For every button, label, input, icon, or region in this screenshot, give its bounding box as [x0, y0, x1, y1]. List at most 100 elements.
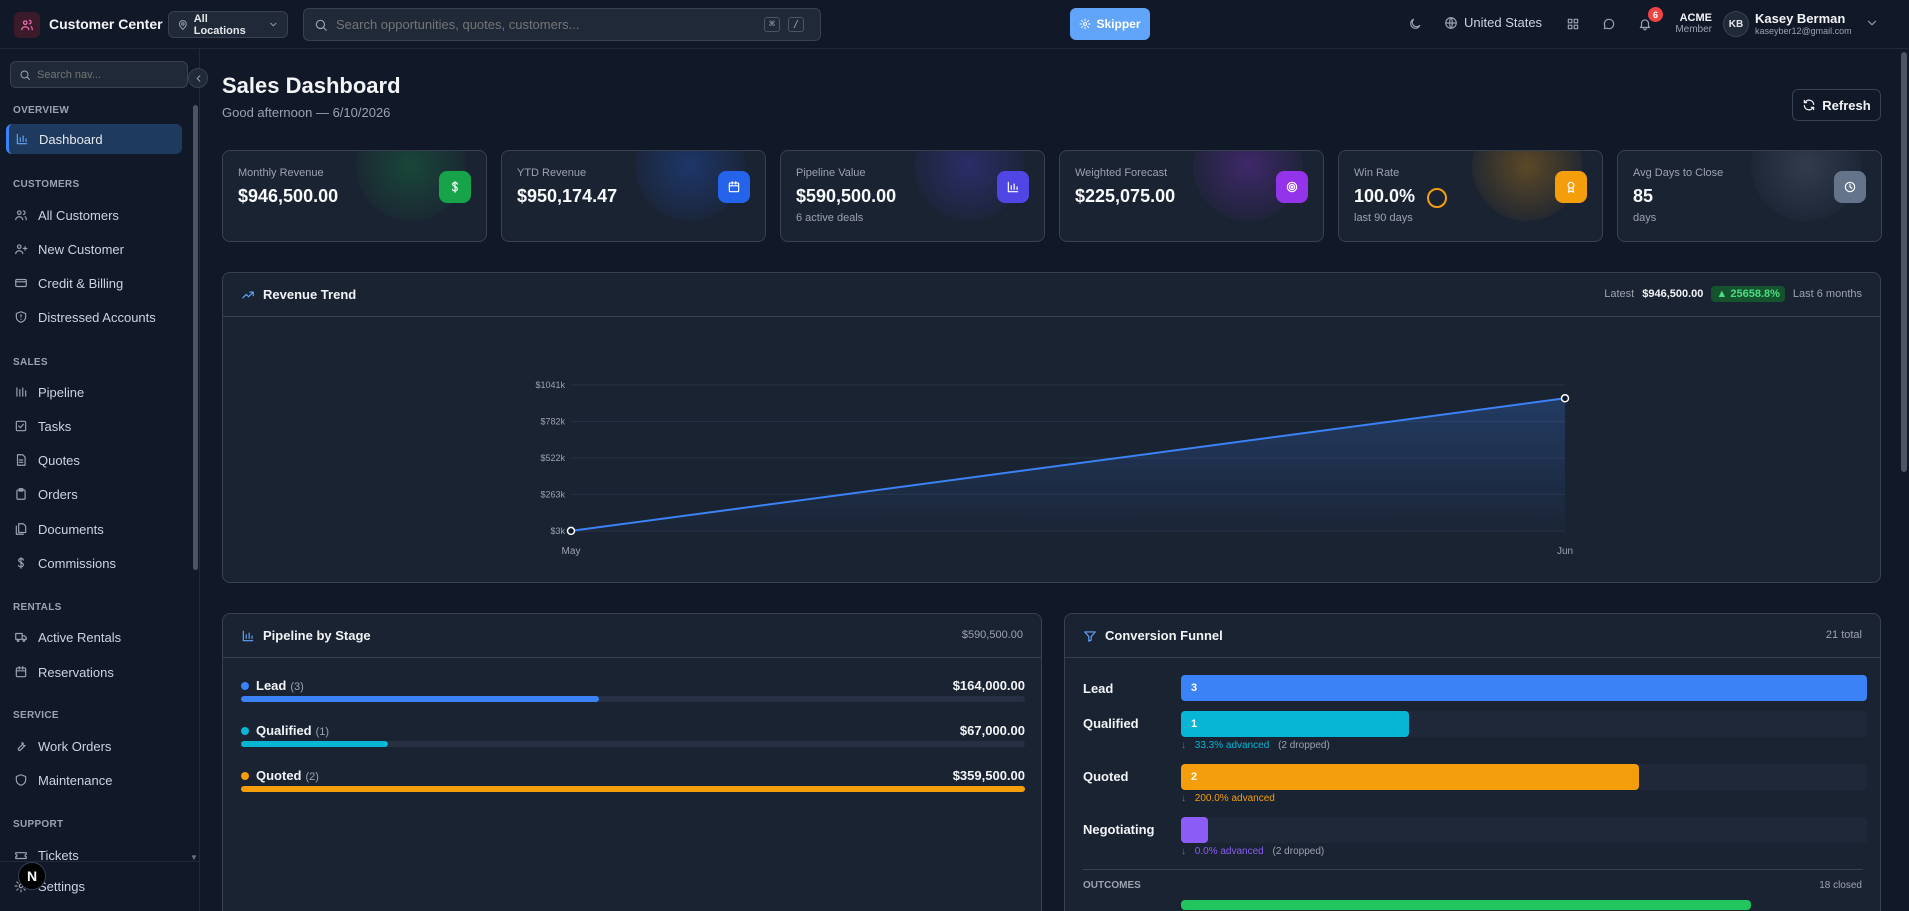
user-plus-icon [15, 244, 28, 255]
arrow-down-icon: ↓ [1181, 740, 1186, 751]
sidebar-item-credit-billing[interactable]: Credit & Billing [6, 268, 182, 298]
funnel-advanced: 0.0% advanced [1194, 846, 1264, 857]
sidebar-collapse-button[interactable] [188, 68, 208, 88]
sidebar-item-tickets[interactable]: Tickets [6, 840, 182, 870]
sidebar-item-tasks[interactable]: Tasks [6, 411, 182, 441]
skipper-button[interactable]: Skipper [1070, 8, 1150, 40]
sidebar-item-commissions[interactable]: Commissions [6, 548, 182, 578]
section-customers: CUSTOMERS [13, 179, 80, 190]
funnel-stage-label: Qualified [1083, 716, 1139, 731]
stage-track [241, 786, 1025, 792]
outcomes-bar [1181, 900, 1751, 910]
skipper-label: Skipper [1096, 17, 1141, 31]
revenue-trend-chart: $3k $263k $522k $782k $1041k May Jun [535, 380, 1573, 557]
sidebar-item-pipeline[interactable]: Pipeline [6, 377, 182, 407]
nav-search-input[interactable] [37, 68, 177, 81]
scroll-down-arrow-icon[interactable]: ▼ [190, 853, 198, 862]
calendar-icon [15, 666, 27, 678]
target-icon [1276, 171, 1308, 203]
nav-search[interactable] [10, 61, 188, 88]
global-search[interactable]: ⌘ / [303, 8, 821, 41]
sidebar-item-label: Settings [38, 878, 85, 894]
sidebar-item-label: Commissions [38, 555, 117, 571]
funnel-track[interactable]: 1 [1181, 711, 1867, 737]
refresh-label: Refresh [1822, 97, 1871, 113]
app-logo-icon[interactable] [14, 12, 40, 38]
funnel-track[interactable] [1181, 817, 1867, 843]
bar-chart-icon [16, 133, 28, 145]
refresh-icon [1804, 99, 1815, 111]
sidebar-scrollbar[interactable] [193, 105, 198, 570]
global-search-input[interactable] [336, 17, 756, 32]
sidebar-item-documents[interactable]: Documents [6, 514, 182, 544]
country-selector[interactable]: United States [1444, 15, 1542, 30]
chevron-down-icon[interactable] [1864, 15, 1880, 31]
sidebar-divider [0, 861, 200, 862]
sidebar-item-label: New Customer [38, 241, 124, 257]
kpi-card-monthly-revenue[interactable]: Monthly Revenue $946,500.00 [222, 150, 487, 242]
sidebar-item-distressed-accounts[interactable]: Distressed Accounts [6, 302, 182, 332]
stage-track [241, 741, 1025, 747]
chevron-down-icon [270, 22, 277, 27]
sidebar-item-maintenance[interactable]: Maintenance [6, 765, 182, 795]
clock-icon [1834, 171, 1866, 203]
page-scrollbar[interactable] [1901, 52, 1907, 472]
award-icon [1555, 171, 1587, 203]
x-tick-label: Jun [1557, 546, 1573, 557]
stage-count: (2) [305, 771, 319, 783]
apps-grid-icon[interactable] [1564, 15, 1582, 33]
data-point [566, 526, 576, 536]
refresh-button[interactable]: Refresh [1792, 89, 1881, 121]
sidebar-item-active-rentals[interactable]: Active Rentals [6, 622, 182, 652]
stage-name: Lead [256, 678, 287, 693]
search-icon [20, 70, 30, 80]
globe-icon [1445, 16, 1457, 29]
sidebar-item-reservations[interactable]: Reservations [6, 657, 182, 687]
conversion-funnel-card: Conversion Funnel 21 total Lead 3 Qualif… [1064, 613, 1881, 911]
kpi-value: $946,500.00 [238, 186, 339, 206]
section-sales: SALES [13, 357, 48, 368]
data-point [1560, 394, 1570, 403]
stage-count: (1) [315, 726, 330, 738]
sidebar-item-dashboard[interactable]: Dashboard [6, 124, 182, 154]
kpi-value: $225,075.00 [1075, 186, 1176, 206]
funnel-note: ↓ 0.0% advanced (2 dropped) [1181, 846, 1324, 857]
org-info[interactable]: ACME Member [1674, 12, 1712, 35]
sidebar-item-work-orders[interactable]: Work Orders [6, 731, 182, 761]
kpi-card-avg-days-to-close[interactable]: Avg Days to Close 85 days [1617, 150, 1882, 242]
chat-icon[interactable] [1600, 15, 1618, 33]
kpi-card-ytd-revenue[interactable]: YTD Revenue $950,174.47 [501, 150, 766, 242]
bell-icon[interactable] [1636, 15, 1654, 33]
section-rentals: RENTALS [13, 602, 62, 613]
user-menu[interactable]: Kasey Berman kaseyber12@gmail.com [1755, 11, 1852, 36]
kpi-card-win-rate[interactable]: Win Rate 100.0% last 90 days [1338, 150, 1603, 242]
kpi-sub: last 90 days [1354, 212, 1413, 224]
kpi-card-weighted-forecast[interactable]: Weighted Forecast $225,075.00 [1059, 150, 1324, 242]
sidebar-item-label: Tickets [38, 847, 79, 863]
stage-dot [241, 772, 249, 780]
floating-action-button[interactable]: N [18, 862, 46, 890]
stage-name: Qualified [256, 723, 312, 738]
sidebar-item-quotes[interactable]: Quotes [6, 445, 182, 475]
x-tick-label: May [562, 546, 581, 557]
search-icon [315, 19, 327, 31]
sidebar-item-label: Work Orders [38, 738, 112, 754]
theme-toggle-moon-icon[interactable] [1406, 15, 1424, 33]
gear-icon [1079, 18, 1091, 30]
funnel-track[interactable]: 2 [1181, 764, 1867, 790]
arrow-down-icon: ↓ [1181, 793, 1186, 804]
org-name: ACME [1679, 12, 1712, 24]
funnel-track[interactable]: 3 [1181, 675, 1867, 701]
sidebar-item-new-customer[interactable]: New Customer [6, 234, 182, 264]
users-icon [15, 210, 27, 221]
kpi-card-pipeline-value[interactable]: Pipeline Value $590,500.00 6 active deal… [780, 150, 1045, 242]
sidebar-item-all-customers[interactable]: All Customers [6, 200, 182, 230]
sidebar-item-orders[interactable]: Orders [6, 479, 182, 509]
location-selector[interactable]: All Locations [168, 11, 288, 38]
shield-icon [15, 774, 27, 786]
files-icon [15, 523, 27, 535]
user-name: Kasey Berman [1755, 11, 1846, 26]
country-label: United States [1464, 15, 1543, 30]
stage-fill-bar [241, 786, 1025, 792]
avatar[interactable]: KB [1723, 11, 1749, 37]
